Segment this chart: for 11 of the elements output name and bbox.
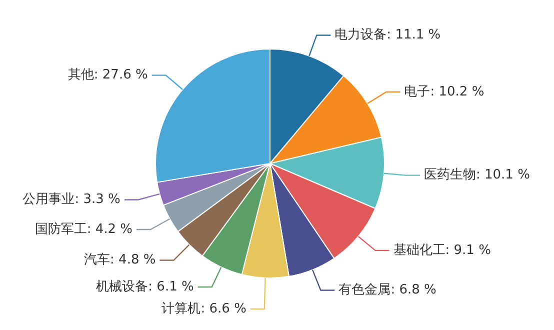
slice-label: 计算机: 6.6 % [162, 301, 246, 316]
slice-label: 有色金属: 6.8 % [338, 282, 436, 298]
slice-label: 机械设备: 6.1 % [96, 279, 194, 294]
slice-label: 国防军工: 4.2 % [34, 222, 133, 237]
slice-label: 汽车: 4.8 % [84, 252, 156, 268]
slice-label: 电子: 10.2 % [404, 84, 484, 100]
slice-label: 公用事业: 3.3 % [22, 192, 120, 208]
slice-label: 基础化工: 9.1 % [393, 242, 491, 258]
slice-label: 其他: 27.6 % [68, 68, 148, 83]
slice-label: 医药生物: 10.1 % [424, 168, 530, 183]
slice-label: 电力设备: 11.1 % [334, 28, 441, 43]
